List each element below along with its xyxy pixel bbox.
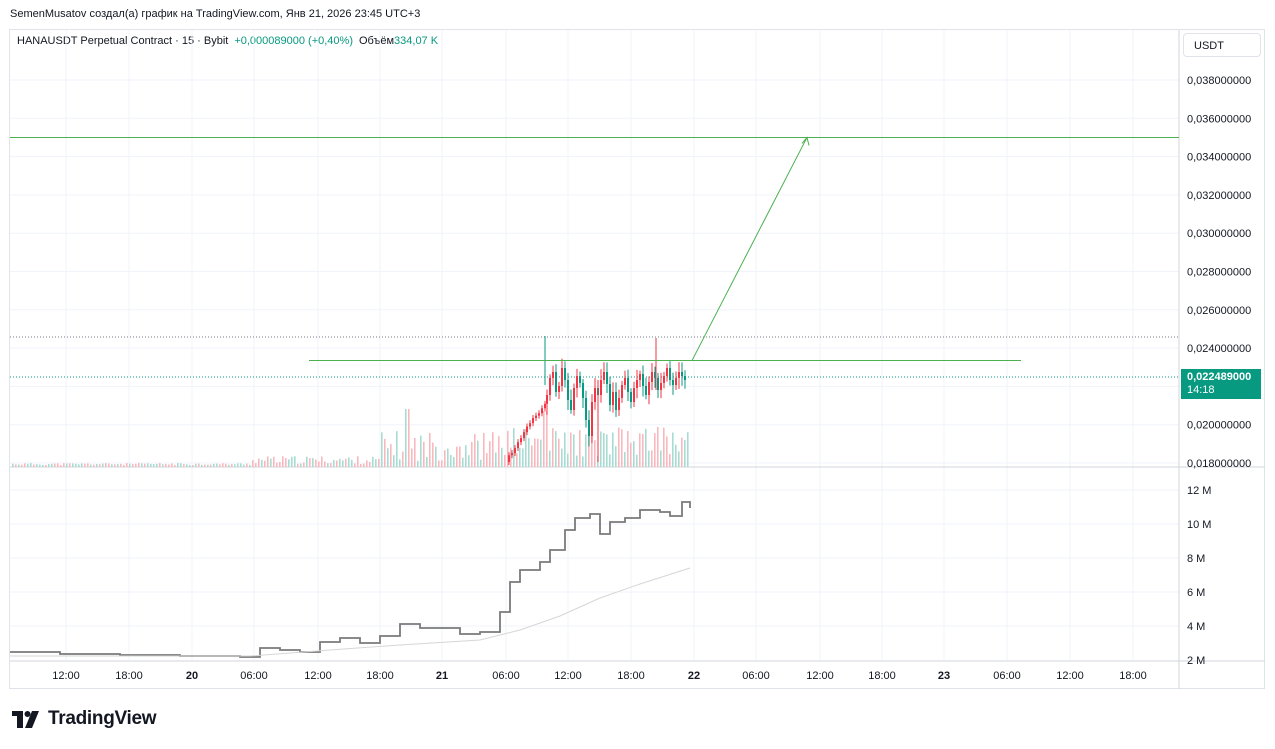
volume-label: Объём <box>358 35 395 47</box>
tradingview-wordmark: TradingView <box>48 708 157 729</box>
symbol-legend[interactable]: HANAUSDT Perpetual Contract · 15 · Bybit… <box>17 35 438 47</box>
last-price-value: 0,022489000 <box>1187 371 1252 383</box>
bar-countdown: 14:18 <box>1187 384 1215 396</box>
price-change: +0,000089000 (+0,40%) <box>234 35 353 47</box>
volume-value: 334,07 K <box>394 35 439 47</box>
currency-button[interactable]: USDT <box>1183 33 1261 57</box>
tradingview-logo-icon <box>12 710 39 728</box>
chart-caption: SemenMusatov создал(а) график на Trading… <box>10 8 421 20</box>
tradingview-logo[interactable]: TradingView <box>12 708 157 730</box>
symbol-title[interactable]: HANAUSDT Perpetual Contract · 15 · Bybit <box>17 35 229 47</box>
last-price-tag: 0,022489000 14:18 <box>1181 369 1261 399</box>
chart-frame <box>9 29 1265 689</box>
